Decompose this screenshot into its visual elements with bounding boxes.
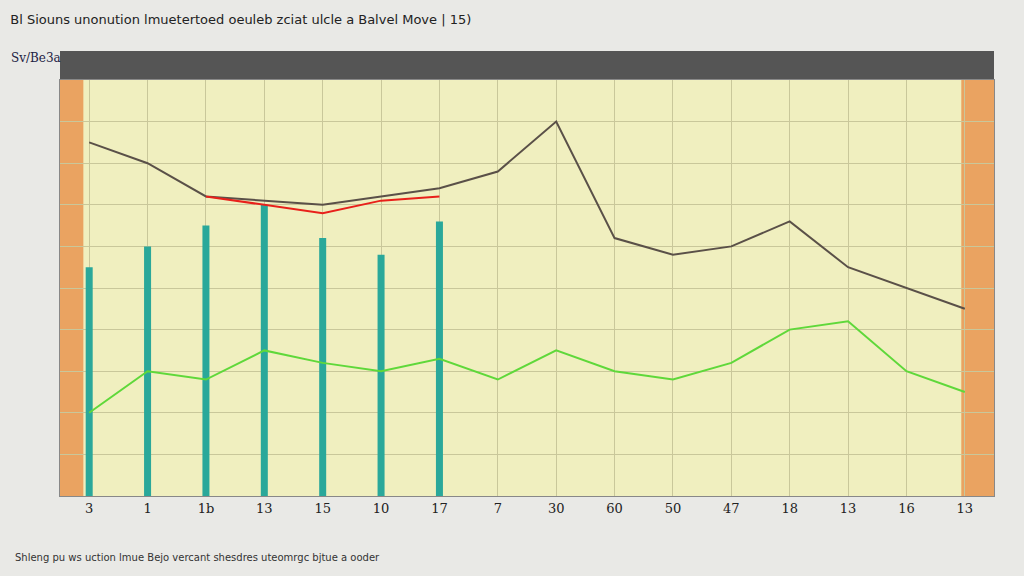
svg-text:16: 16 xyxy=(898,501,915,516)
svg-text:Bl Siouns unonution lmuetertoe: Bl Siouns unonution lmuetertoed oeuleb z… xyxy=(10,12,471,27)
svg-text:13: 13 xyxy=(840,501,857,516)
svg-text:13: 13 xyxy=(256,501,273,516)
svg-text:50: 50 xyxy=(665,501,682,516)
svg-text:47: 47 xyxy=(723,501,740,516)
svg-text:Shleng pu ws uction lmue Bejo: Shleng pu ws uction lmue Bejo vercant sh… xyxy=(15,552,380,563)
svg-text:1: 1 xyxy=(143,501,151,516)
svg-text:17: 17 xyxy=(431,501,448,516)
svg-text:18: 18 xyxy=(781,501,798,516)
svg-text:7: 7 xyxy=(494,501,502,516)
svg-text:10: 10 xyxy=(373,501,390,516)
svg-text:60: 60 xyxy=(606,501,623,516)
svg-text:13: 13 xyxy=(957,501,974,516)
svg-text:3: 3 xyxy=(85,501,93,516)
svg-text:Sv/Be3a: Sv/Be3a xyxy=(11,51,61,65)
svg-text:30: 30 xyxy=(548,501,565,516)
svg-text:1b: 1b xyxy=(198,501,215,516)
svg-text:15: 15 xyxy=(314,501,331,516)
